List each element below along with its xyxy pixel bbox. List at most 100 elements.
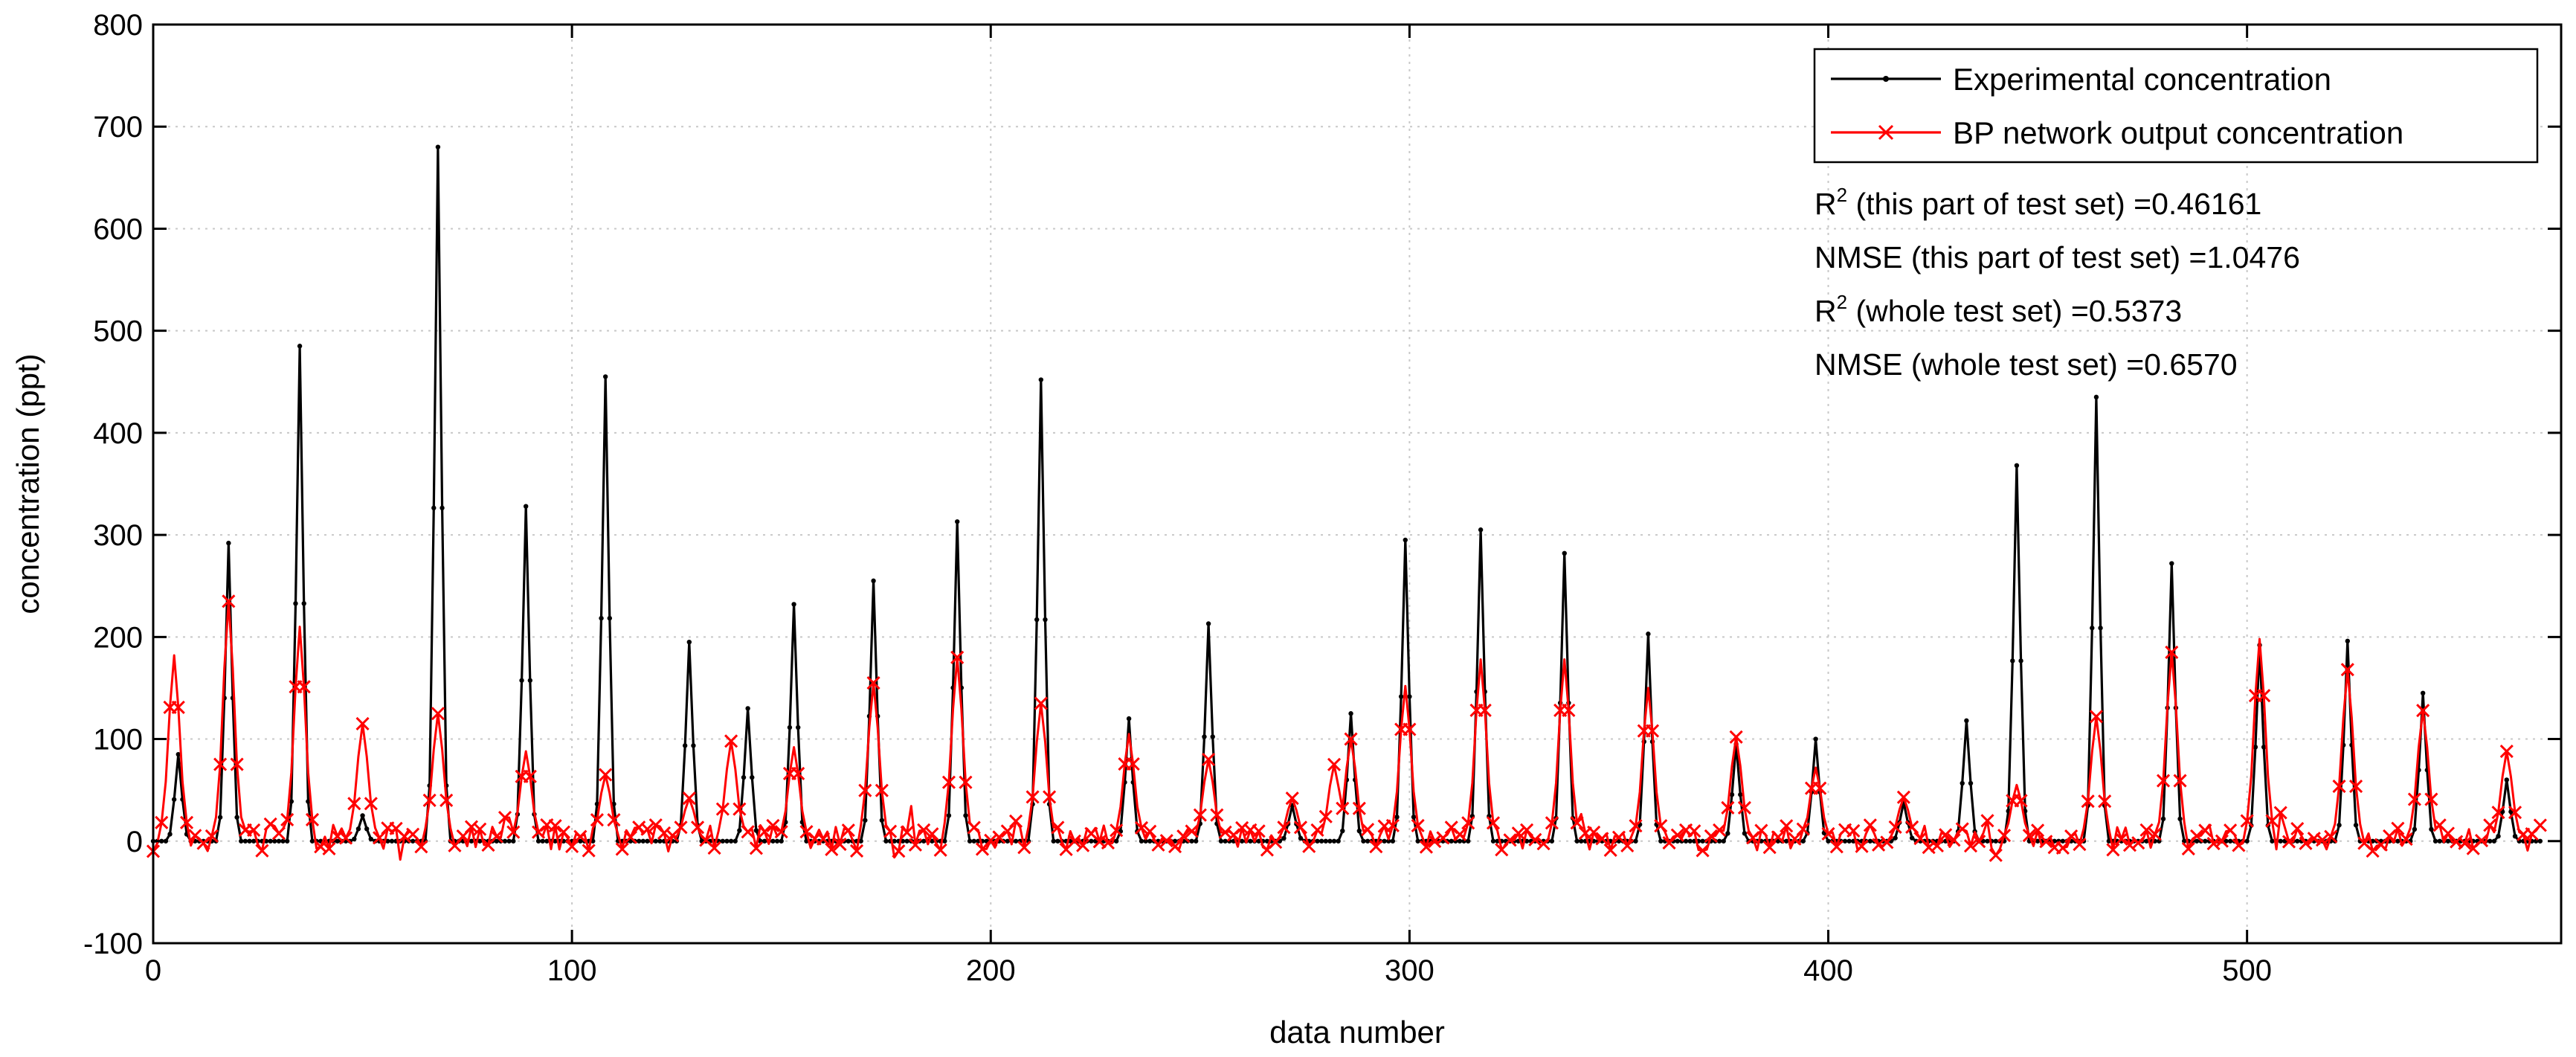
- experimental-point: [2420, 690, 2426, 696]
- legend: Experimental concentration BP network ou…: [1813, 48, 2539, 164]
- experimental-point: [1394, 815, 1400, 820]
- experimental-point: [724, 838, 730, 844]
- experimental-point: [1034, 617, 1040, 623]
- bp-output-point: [774, 825, 788, 839]
- bp-output-point: [1729, 730, 1743, 744]
- bp-output-point: [858, 783, 872, 797]
- experimental-point: [1466, 838, 1471, 844]
- experimental-point: [1675, 838, 1680, 844]
- experimental-point: [942, 838, 947, 844]
- bp-output-point: [1829, 840, 1844, 854]
- experimental-point: [1139, 838, 1144, 844]
- experimental-point: [2014, 463, 2020, 468]
- bp-output-point: [2173, 774, 2187, 788]
- bp-output-point: [2206, 837, 2221, 851]
- bp-output-point: [1603, 843, 1617, 857]
- experimental-point: [1968, 780, 1974, 786]
- bp-output-point: [2081, 794, 2095, 809]
- bp-output-point: [1528, 832, 1542, 846]
- experimental-point: [1742, 831, 1748, 836]
- experimental-point: [2270, 838, 2275, 844]
- annotation-r2-whole: R2 (whole test set) =0.5373: [1815, 291, 2182, 328]
- bp-output-point: [640, 822, 654, 836]
- bp-output-point: [523, 769, 537, 783]
- experimental-point: [637, 838, 642, 844]
- bp-output-point: [406, 827, 420, 841]
- experimental-point: [1210, 734, 1215, 739]
- legend-swatch-experimental: [1831, 76, 1941, 82]
- bp-output-point: [1000, 824, 1014, 838]
- bp-output-point: [917, 823, 931, 837]
- experimental-point: [1143, 838, 1148, 844]
- experimental-point: [1147, 838, 1153, 844]
- x-tick-label: 100: [547, 954, 597, 987]
- bp-output-point: [908, 838, 922, 852]
- experimental-point: [439, 505, 445, 511]
- experimental-point: [691, 743, 696, 748]
- bp-output-point: [1846, 823, 1861, 838]
- experimental-point: [276, 838, 282, 844]
- experimental-point: [1729, 792, 1735, 797]
- experimental-point: [1315, 838, 1320, 844]
- experimental-point: [1867, 838, 1873, 844]
- bp-output-point: [1939, 828, 1953, 842]
- experimental-point: [686, 639, 692, 645]
- bp-output-point: [2349, 779, 2363, 794]
- bp-output-point: [1654, 819, 1668, 833]
- bp-output-point: [2224, 823, 2238, 838]
- bp-output-point: [1478, 703, 1492, 717]
- experimental-point: [2261, 745, 2267, 750]
- experimental-point: [335, 838, 340, 844]
- experimental-point: [1407, 694, 1412, 699]
- experimental-point: [1189, 838, 1194, 844]
- bp-output-point: [1419, 840, 1433, 854]
- experimental-point: [750, 774, 755, 780]
- experimental-point: [2496, 833, 2501, 839]
- bp-output-point: [1361, 823, 1375, 837]
- x-tick-label: 400: [1803, 954, 1853, 987]
- experimental-point: [2093, 394, 2099, 400]
- bp-output-point: [1143, 824, 1157, 838]
- ticks: 0 100 200 300 400 500-10001002003004005006007…: [83, 9, 2561, 987]
- y-tick-label: 300: [93, 519, 143, 552]
- experimental-point: [1646, 632, 1651, 637]
- bp-output-point: [2106, 843, 2120, 857]
- bp-output-point: [2257, 689, 2271, 703]
- bp-output-point: [548, 819, 562, 833]
- bp-output-point: [2190, 829, 2204, 844]
- bp-output-point: [833, 837, 847, 852]
- axes: [152, 23, 2563, 945]
- bp-output-point: [1344, 732, 1358, 746]
- y-tick-label: 700: [93, 111, 143, 144]
- bp-output-point: [2290, 822, 2305, 836]
- experimental-point: [2537, 838, 2543, 844]
- experimental-point: [653, 838, 658, 844]
- experimental-point: [2244, 838, 2250, 844]
- experimental-point: [1281, 835, 1287, 841]
- experimental-point: [2504, 777, 2509, 783]
- experimental-point: [1893, 835, 1898, 841]
- bp-output-point: [1955, 822, 1969, 836]
- legend-swatch-bp-output: [1831, 124, 1941, 141]
- experimental-point: [2432, 838, 2438, 844]
- experimental-point: [360, 813, 365, 818]
- bp-output-point: [1461, 816, 1475, 830]
- bp-output-point: [280, 812, 294, 827]
- experimental-point: [796, 725, 801, 730]
- bp-output-point: [171, 700, 185, 715]
- bp-output-point: [1629, 819, 1643, 833]
- experimental-point: [774, 838, 780, 844]
- bp-output-line: [152, 600, 2541, 861]
- bp-output-point: [556, 825, 570, 839]
- experimental-point: [745, 706, 750, 711]
- experimental-point: [2429, 826, 2434, 832]
- experimental-point: [1725, 831, 1730, 836]
- experimental-point: [306, 799, 311, 804]
- experimental-point: [2018, 658, 2023, 664]
- bp-output-point: [900, 825, 914, 840]
- bp-output-point: [2089, 710, 2103, 724]
- bp-output-point: [422, 793, 437, 807]
- experimental-point: [883, 838, 889, 844]
- bp-output-point: [1721, 800, 1735, 815]
